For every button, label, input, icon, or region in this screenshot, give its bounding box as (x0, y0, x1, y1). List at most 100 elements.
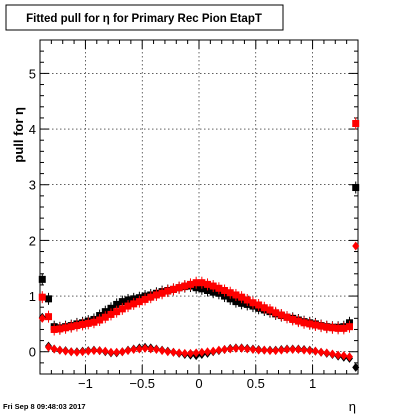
red-diamond-marker (328, 349, 336, 359)
black-square-marker (124, 296, 132, 304)
red-diamond-marker (67, 347, 75, 357)
black-square-marker (113, 300, 121, 308)
red-diamond-marker (164, 347, 172, 357)
black-square-marker (38, 275, 46, 283)
black-square-marker (198, 285, 206, 293)
x-tick-label: 0.5 (247, 376, 265, 391)
red-diamond-marker (204, 347, 212, 357)
red-diamond-marker (169, 347, 177, 357)
black-square-marker (118, 298, 126, 306)
red-diamond-marker (221, 345, 229, 355)
red-diamond-marker (147, 344, 155, 354)
x-tick-label: −1 (78, 376, 93, 391)
red-square-marker (198, 279, 206, 287)
red-square-marker (186, 280, 194, 288)
black-square-marker (209, 288, 217, 296)
red-square-marker (124, 302, 132, 310)
red-square-marker (221, 287, 229, 294)
red-diamond-marker (345, 352, 353, 362)
red-square-marker (272, 309, 280, 317)
red-square-marker (101, 313, 109, 321)
y-tick-label: 2 (29, 233, 36, 248)
red-square-marker (90, 318, 98, 326)
red-square-marker (249, 299, 257, 307)
black-square-marker (45, 295, 53, 303)
red-square-marker (45, 313, 53, 321)
red-diamond-marker (334, 350, 342, 360)
red-square-marker (79, 320, 87, 328)
red-diamond-marker (283, 345, 291, 355)
red-square-marker (130, 300, 138, 308)
red-square-marker (84, 319, 92, 327)
y-axis-label: pull for η (11, 107, 26, 163)
y-tick-label: 3 (29, 178, 36, 193)
red-square-marker (209, 282, 217, 290)
red-square-marker (38, 293, 46, 301)
title-box: Fitted pull for η for Primary Rec Pion E… (5, 4, 284, 31)
black-square-marker (107, 304, 115, 312)
red-square-marker (306, 320, 314, 328)
red-square-marker (311, 321, 319, 329)
red-square-marker (113, 308, 121, 316)
red-diamond-marker (243, 344, 251, 354)
red-diamond-marker (101, 346, 109, 356)
red-diamond-marker (141, 343, 149, 353)
red-diamond-marker (50, 344, 58, 354)
red-square-marker (289, 315, 297, 323)
red-square-marker (334, 324, 342, 332)
red-square-marker (277, 311, 285, 319)
red-square-marker (118, 305, 126, 313)
red-diamond-marker (323, 348, 331, 358)
red-diamond-marker (340, 351, 348, 361)
red-square-marker (67, 323, 75, 331)
red-square-marker (141, 295, 149, 303)
series-4 (38, 241, 360, 362)
red-diamond-marker (289, 345, 297, 355)
chart-title: Fitted pull for η for Primary Rec Pion E… (26, 13, 262, 25)
red-diamond-marker (152, 345, 160, 355)
red-diamond-marker (181, 348, 189, 358)
red-diamond-marker (317, 347, 325, 357)
red-diamond-marker (158, 346, 166, 356)
red-diamond-marker (113, 347, 121, 357)
x-tick-label: −0.5 (129, 376, 155, 391)
red-square-marker (204, 280, 212, 288)
red-square-marker (192, 279, 200, 287)
red-diamond-marker (56, 345, 64, 355)
red-square-marker (352, 120, 360, 127)
red-square-marker (73, 322, 81, 330)
red-square-marker (283, 313, 291, 321)
red-square-marker (232, 291, 240, 299)
black-square-marker (204, 287, 212, 294)
x-tick-label: 0 (195, 376, 202, 391)
black-square-marker (238, 299, 246, 307)
red-diamond-marker (84, 346, 92, 356)
red-square-marker (169, 285, 177, 293)
red-square-marker (345, 323, 353, 331)
red-diamond-marker (294, 345, 302, 355)
y-tick-label: 4 (29, 122, 36, 137)
red-square-marker (294, 317, 302, 325)
red-square-marker (340, 324, 348, 332)
red-square-marker (135, 298, 143, 306)
red-diamond-marker (135, 344, 143, 354)
black-diamond-marker (352, 362, 360, 372)
red-diamond-marker (62, 346, 70, 356)
red-diamond-marker (226, 344, 234, 354)
red-diamond-marker (260, 345, 268, 355)
red-square-marker (323, 323, 331, 331)
title-box-frame (5, 4, 284, 31)
timestamp: Fri Sep 8 09:48:03 2017 (3, 402, 86, 411)
red-diamond-marker (175, 348, 183, 358)
x-tick-label: 1 (309, 376, 316, 391)
red-diamond-marker (96, 346, 104, 356)
red-diamond-marker (90, 346, 98, 356)
red-square-marker (243, 296, 251, 304)
series-2 (38, 117, 360, 336)
red-square-marker (266, 306, 274, 314)
red-square-marker (215, 284, 223, 292)
black-square-marker (226, 295, 234, 303)
data-markers (38, 117, 360, 372)
red-diamond-marker (38, 313, 46, 323)
